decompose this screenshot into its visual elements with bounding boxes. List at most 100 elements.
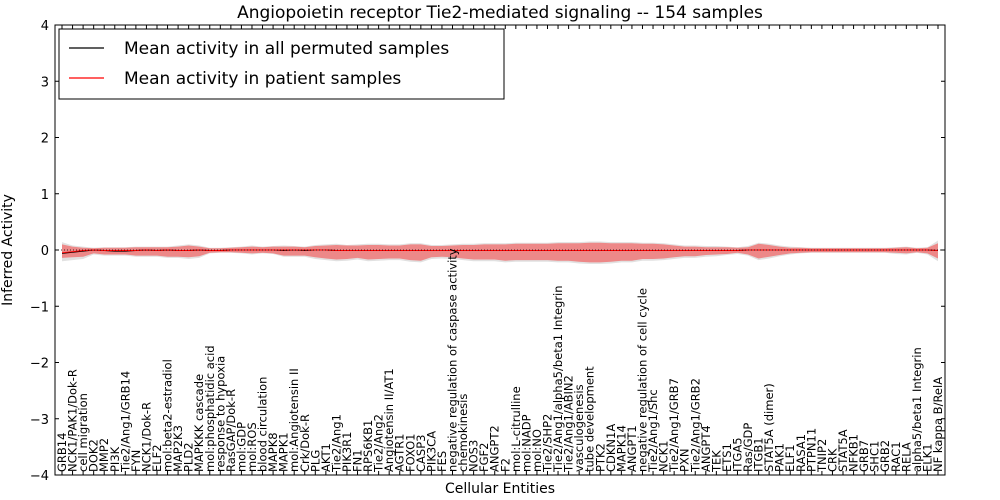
y-tick-label: 2 <box>41 132 49 147</box>
x-tick-label: FGF2 <box>477 443 491 472</box>
x-tick-label: GRB2 <box>878 440 892 472</box>
series-lines <box>61 249 939 254</box>
x-tick-label: PAK1 <box>773 443 787 472</box>
x-tick-label: ANGPT4 <box>699 425 713 472</box>
x-tick-label: ELF2 <box>150 444 164 472</box>
x-tick-label: Tie2/Ang1/Shc <box>646 389 660 473</box>
x-tick-label: MAPK1 <box>277 432 291 472</box>
x-tick-label: negative regulation of caspase activity <box>446 248 460 472</box>
x-tick-label: PLG <box>308 450 322 472</box>
x-tick-label: TEK <box>709 450 723 473</box>
x-tick-label: mol:NO <box>530 429 544 472</box>
x-tick-label: CASP3 <box>414 435 428 472</box>
x-tick-label: PLD2 <box>182 442 196 472</box>
x-tick-label: FOXO1 <box>403 434 417 472</box>
x-tick-label: RAC1 <box>889 441 903 472</box>
x-tick-label: Tie2/Ang1/alpha5/beta1 Integrin <box>551 285 565 473</box>
x-tick-label: Ras/GDP <box>741 423 755 472</box>
x-tick-label: RPS6KB1 <box>361 420 375 472</box>
x-tick-label: CRK <box>825 448 839 472</box>
x-tick-label: NF kappa B/RelA <box>931 377 945 472</box>
y-axis-label: Inferred Activity <box>0 194 16 306</box>
x-tick-label: mol:phosphatidic acid <box>203 345 217 472</box>
y-tick-label: −4 <box>30 469 49 484</box>
x-tick-label: Crk/Dok-R <box>298 414 312 472</box>
y-tick-label: 0 <box>41 244 49 259</box>
x-tick-label: tube development <box>583 366 597 472</box>
x-tick-label: negative regulation of cell cycle <box>635 288 649 472</box>
y-tick-label: −3 <box>30 413 49 428</box>
x-tick-label: MMP2 <box>97 438 111 472</box>
x-tick-label: PTPN11 <box>804 428 818 472</box>
x-tick-label: FES <box>435 451 449 472</box>
x-tick-label: NCK1 <box>657 441 671 473</box>
x-tick-label: alpha5/beta1 Integrin <box>910 347 924 472</box>
x-tick-label: GRB14 <box>55 433 69 472</box>
x-tick-label: MAPKKK cascade <box>192 374 206 472</box>
x-tick-label: PXN <box>678 449 692 472</box>
x-tick-label: chemokinesis <box>456 394 470 472</box>
x-tick-label: vasculogenesis <box>572 384 586 472</box>
x-tick-label: NFKB1 <box>847 434 861 472</box>
x-tick-label: F2 <box>498 458 512 472</box>
x-tick-label: RASA1 <box>794 434 808 472</box>
x-tick-label: DOK2 <box>87 439 101 472</box>
x-tick-label: blood circulation <box>256 377 270 472</box>
x-tick-label: mol:Angiotensin II <box>287 368 301 472</box>
x-tick-label: Tie2/Ang1 <box>329 414 343 473</box>
x-tick-label: FN1 <box>351 449 365 472</box>
chart-title: Angiopoietin receptor Tie2-mediated sign… <box>237 3 763 23</box>
x-tick-label: ANGPT1 <box>625 425 639 472</box>
x-tick-label: GRB7 <box>857 440 871 472</box>
x-tick-label: SHC1 <box>868 441 882 472</box>
x-tick-label: ANGPT2 <box>488 425 502 472</box>
x-tick-label: CDKN1A <box>604 424 618 472</box>
x-tick-label: ELF1 <box>783 444 797 472</box>
y-tick-label: 4 <box>41 19 49 34</box>
confidence-bands <box>62 240 938 265</box>
x-tick-label: FYN <box>129 450 143 472</box>
x-tick-label: MAPK8 <box>266 432 280 472</box>
y-tick-label: 1 <box>41 188 49 203</box>
x-tick-label: Tie2/Ang1/GRB14 <box>118 371 132 473</box>
legend-label-permuted: Mean activity in all permuted samples <box>124 39 449 59</box>
line-patient-mean <box>61 249 939 254</box>
x-tick-label: cell migration <box>76 393 90 472</box>
x-tick-label: mol:ROS <box>245 422 259 472</box>
x-tick-label: Tie2/Ang1/ABIN2 <box>562 375 576 473</box>
x-tick-label: NCK1/PAK1/Dok-R <box>66 369 80 472</box>
legend-box <box>58 28 505 100</box>
x-tick-label: ITGB1 <box>752 437 766 472</box>
x-tick-label: NOS3 <box>467 440 481 472</box>
x-tick-label: response to hypoxia <box>213 356 227 472</box>
x-tick-label: mol:L-citrulline <box>509 386 523 472</box>
x-tick-label: ITGA5 <box>730 437 744 472</box>
x-tick-label: AGTR1 <box>393 434 407 473</box>
x-tick-label: Tie2/Ang2 <box>372 414 386 473</box>
x-tick-label: RasGAP/Dok-R <box>224 389 238 472</box>
x-tick-label: ETS1 <box>720 443 734 472</box>
x-tick-label: AKT1 <box>319 443 333 472</box>
x-tick-label: Tie2/Ang1/GRB2 <box>688 378 702 473</box>
x-tick-label: RELA <box>899 442 913 472</box>
x-tick-label: TNIP2 <box>815 439 829 473</box>
x-tick-label: MAPK14 <box>614 425 628 472</box>
x-tick-label: Angiotensin II/AT1 <box>382 368 396 472</box>
y-axis-ticks: −4 −3 −2 −1 0 1 2 3 4 <box>30 19 945 484</box>
x-tick-label: STAT5A <box>836 429 850 472</box>
y-tick-label: −2 <box>30 357 49 372</box>
y-tick-label: 3 <box>41 75 49 90</box>
x-tick-label: mol:beta2-estradiol <box>161 359 175 472</box>
x-tick-label: mol:GDP <box>234 422 248 472</box>
x-tick-label: ELK1 <box>920 443 934 472</box>
x-tick-label: PIK3R1 <box>340 432 354 473</box>
x-tick-label: mol:NADP <box>519 414 533 472</box>
x-tick-label: Tie2/Ang1/GRB7 <box>667 378 681 473</box>
x-tick-label: PI3K <box>108 446 122 472</box>
x-tick-label: NCK1/Dok-R <box>139 402 153 472</box>
x-tick-label: PIK3CA <box>424 431 438 472</box>
legend: Mean activity in all permuted samples Me… <box>58 28 505 100</box>
x-axis-label: Cellular Entities <box>445 481 555 497</box>
